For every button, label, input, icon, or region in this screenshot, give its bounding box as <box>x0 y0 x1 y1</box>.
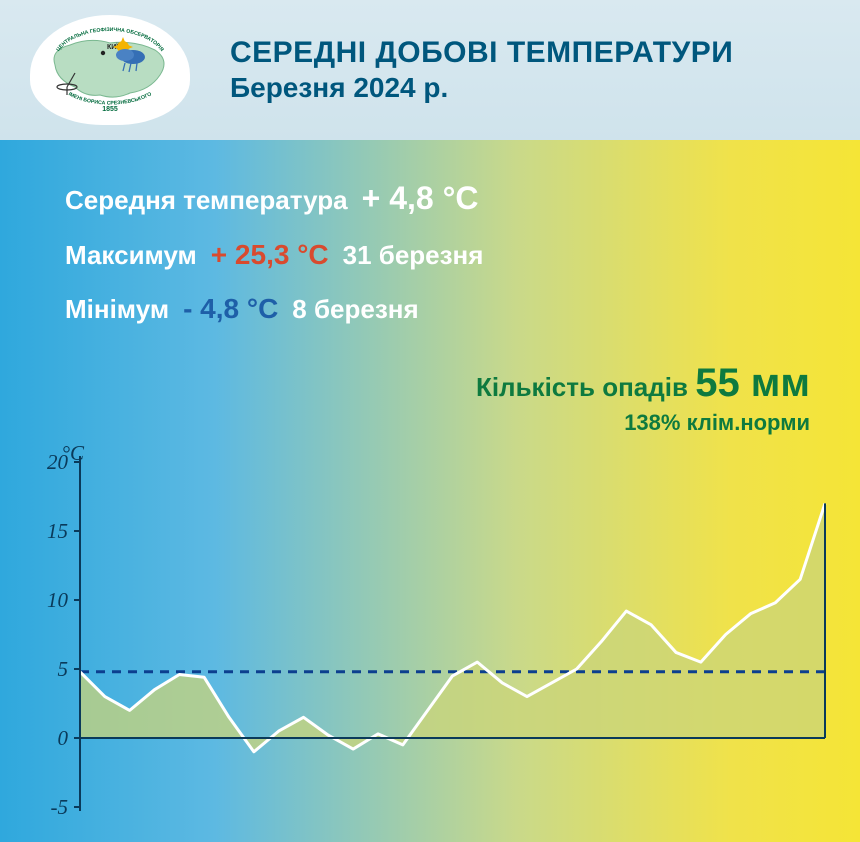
svg-text:10: 10 <box>47 588 69 612</box>
stat-avg: Середня температура + 4,8 °С <box>65 180 820 217</box>
avg-value: + 4,8 °С <box>362 180 479 217</box>
header: КИЇВ ЦЕНТРАЛЬНА ГЕОФІЗИЧНА ОБСЕРВАТОРІЯ … <box>0 0 860 140</box>
chart-svg: -505101520°С <box>25 442 835 822</box>
stat-max: Максимум + 25,3 °С 31 березня <box>65 239 820 271</box>
svg-text:0: 0 <box>58 726 69 750</box>
min-value: - 4,8 °С <box>183 293 278 325</box>
ukraine-map-icon: КИЇВ ЦЕНТРАЛЬНА ГЕОФІЗИЧНА ОБСЕРВАТОРІЯ … <box>45 25 175 115</box>
min-date: 8 березня <box>292 294 418 325</box>
avg-label: Середня температура <box>65 185 348 216</box>
svg-text:15: 15 <box>47 519 68 543</box>
precip-block: Кількість опадів 55 мм 138% клім.норми <box>0 357 860 448</box>
precip-sub: 138% клім.норми <box>0 409 810 438</box>
org-year: 1855 <box>102 106 118 113</box>
max-label: Максимум <box>65 240 197 271</box>
temp-chart: -505101520°С <box>25 442 835 822</box>
header-titles: СЕРЕДНІ ДОБОВІ ТЕМПЕРАТУРИ Березня 2024 … <box>230 36 733 105</box>
title-line1: СЕРЕДНІ ДОБОВІ ТЕМПЕРАТУРИ <box>230 36 733 71</box>
min-label: Мінімум <box>65 294 169 325</box>
svg-text:°С: °С <box>62 442 85 465</box>
precip-main-line: Кількість опадів 55 мм <box>0 357 810 409</box>
org-logo: КИЇВ ЦЕНТРАЛЬНА ГЕОФІЗИЧНА ОБСЕРВАТОРІЯ … <box>30 15 190 125</box>
stat-min: Мінімум - 4,8 °С 8 березня <box>65 293 820 325</box>
svg-text:-5: -5 <box>51 795 69 819</box>
max-date: 31 березня <box>343 240 484 271</box>
precip-label: Кількість опадів <box>476 372 688 402</box>
title-line2: Березня 2024 р. <box>230 72 733 104</box>
precip-value: 55 мм <box>695 361 810 405</box>
max-value: + 25,3 °С <box>211 239 329 271</box>
stats-block: Середня температура + 4,8 °С Максимум + … <box>0 140 860 357</box>
svg-text:5: 5 <box>58 657 69 681</box>
